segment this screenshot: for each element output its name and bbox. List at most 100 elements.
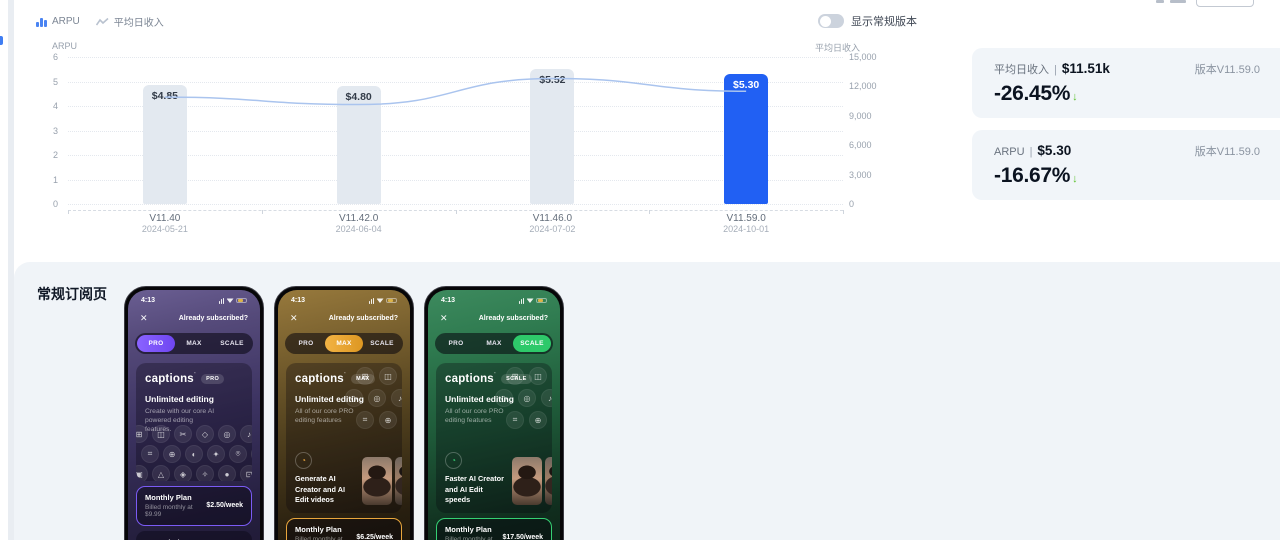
plan-option: Monthly Plan Billed monthly at $9.99 $2.50…	[136, 486, 252, 526]
status-bar: 4:13	[428, 290, 560, 304]
status-time: 4:13	[441, 297, 456, 304]
toggle-switch[interactable]	[818, 14, 844, 28]
x-axis-tick	[455, 210, 457, 214]
x-axis-tick	[261, 210, 263, 214]
left-axis-tick: 5	[52, 76, 58, 87]
feature-tool-icon: ⊕	[163, 445, 181, 463]
plan-billed: Billed monthly at $24.99	[295, 536, 343, 540]
toggle-label: 显示常规版本	[851, 16, 917, 28]
feature-tool-icon: ⊞	[136, 425, 148, 443]
feature-tool-icon: ☾	[251, 445, 252, 463]
gridline	[68, 57, 843, 58]
x-label-version: V11.40	[149, 213, 181, 224]
chart-bar-V11.42.0[interactable]	[336, 86, 381, 204]
feature-tool-icon: ♪	[541, 389, 552, 407]
tier-tab-pro: PRO	[137, 335, 175, 352]
feature-tool-icon: ⌗	[141, 445, 159, 463]
plan-list: Monthly Plan Billed monthly at $24.99 $6.2…	[278, 518, 410, 540]
feature-headline: Unlimited editing	[145, 394, 214, 404]
bar-value-label: $5.30	[732, 79, 760, 92]
x-axis-tick	[649, 210, 651, 214]
feature-tool-icon: ◇	[196, 425, 214, 443]
left-axis-tick: 2	[52, 150, 58, 160]
left-axis-tick: 4	[52, 101, 58, 111]
chart-legend: ARPU 平均日收入	[36, 14, 164, 29]
nav-row: ✕ Already subscribed?	[278, 304, 410, 324]
change-arrow-icon: ↓	[1072, 173, 1078, 185]
section-title: 常规订阅页	[37, 286, 107, 302]
plan-price: $17.50/week	[502, 534, 543, 540]
feature-tool-icon: ◫	[152, 425, 170, 443]
tier-tab-scale: SCALE	[513, 335, 551, 352]
change-arrow-icon: ↓	[1072, 91, 1078, 103]
x-axis-tick	[843, 210, 844, 214]
kpi-version: 版本V11.59.0	[1194, 146, 1260, 158]
left-axis-title: ARPU	[52, 41, 78, 51]
gridline	[68, 204, 843, 205]
arpu-revenue-chart: ARPU 平均日收入 6 5 4 3 2 1 0 15,000 12,000 9,000 6,000…	[0, 0, 900, 240]
top-right-cutoff-glyph	[1156, 0, 1164, 3]
legend-label-daily-revenue: 平均日收入	[113, 18, 164, 29]
video-thumbnail	[362, 457, 392, 505]
battery-icon	[236, 297, 247, 304]
right-axis-tick: 3,000	[849, 169, 872, 180]
kpi-version: 版本V11.59.0	[1194, 64, 1260, 76]
right-axis-tick: 6,000	[849, 140, 872, 151]
feature-tool-icon: ⌗	[356, 411, 374, 429]
feature-highlight-text: Faster AI Creator and AI Edit speeds	[445, 474, 504, 504]
gridline	[68, 155, 843, 156]
video-thumbnails	[362, 457, 402, 505]
feature-tool-icon: ◎	[368, 389, 386, 407]
plan-name: Monthly Plan	[145, 493, 192, 502]
plan-tier-tabs: PRO MAX SCALE	[285, 333, 403, 354]
video-thumbnails	[512, 457, 552, 505]
plan-billed: Billed monthly at $9.99	[145, 504, 193, 518]
right-axis-tick: 12,000	[849, 81, 877, 92]
x-label-date: 2024-07-02	[529, 224, 576, 234]
phone-screen: 4:13 ✕ Already subscribed? PRO MAX SCALE c…	[128, 290, 260, 540]
status-bar: 4:13	[278, 290, 410, 304]
feature-tool-icon: ⊞	[356, 367, 374, 385]
feature-tool-icon: ⊕	[529, 411, 547, 429]
right-axis-tick: 15,000	[849, 52, 877, 62]
phone-screen: 4:13 ✕ Already subscribed? PRO MAX SCALE c…	[278, 290, 410, 540]
kpi-value: $11.51k	[1061, 61, 1110, 76]
left-axis-tick: 0	[52, 199, 58, 209]
plan-tier-tabs: PRO MAX SCALE	[135, 333, 253, 354]
top-right-cutoff-button[interactable]	[1196, 0, 1254, 7]
status-icons	[518, 297, 547, 304]
left-edge-fragment	[0, 36, 3, 45]
captions-logo: captions˙	[445, 373, 497, 385]
kpi-card-ARPU: ARPU | $5.30 版本V11.59.0 -16.67% ↓	[972, 130, 1280, 200]
feature-card: captions˙ SCALE Unlimited editing All of…	[436, 363, 552, 513]
status-time: 4:13	[141, 297, 156, 304]
bar-value-label: $4.85	[151, 90, 179, 103]
plan-option: Monthly Plan Billed monthly at $69.99 $17.…	[436, 518, 552, 540]
plan-name: Monthly Plan	[295, 525, 342, 534]
plan-price: $2.50/week	[206, 502, 243, 509]
tier-tab-max: MAX	[486, 340, 502, 347]
show-regular-versions-toggle-row: 显示常规版本	[818, 13, 917, 29]
chart-bar-V11.59.0[interactable]	[724, 74, 769, 204]
chart-bar-V11.40[interactable]	[142, 85, 187, 204]
gauge-icon: ◔	[295, 452, 312, 470]
signal-icon	[218, 297, 224, 304]
left-scroll-strip[interactable]	[8, 0, 14, 540]
legend-item-daily-revenue[interactable]: 平均日收入	[95, 14, 164, 29]
feature-tool-icon: ♪	[240, 425, 252, 443]
feature-highlight-left: ◔ Generate AI Creator and AI Edit videos	[295, 452, 357, 505]
status-icons	[368, 297, 397, 304]
already-subscribed-link: Already subscribed?	[328, 315, 398, 322]
plan-option: Monthly Plan Billed monthly at $24.99 $6.2…	[286, 518, 402, 540]
chart-bar-V11.46.0[interactable]	[530, 68, 575, 204]
legend-item-arpu[interactable]: ARPU	[36, 16, 80, 27]
tier-tab-max: MAX	[186, 340, 202, 347]
status-icons	[218, 297, 247, 304]
feature-tool-icon: ◐	[185, 445, 203, 463]
video-thumbnail	[395, 457, 402, 505]
feature-highlight-row: ◔ Generate AI Creator and AI Edit videos	[295, 452, 402, 505]
feature-tool-icon: ▣	[136, 465, 148, 481]
feature-tool-icon: ◫	[379, 367, 397, 385]
feature-tool-icon: ◎	[518, 389, 536, 407]
